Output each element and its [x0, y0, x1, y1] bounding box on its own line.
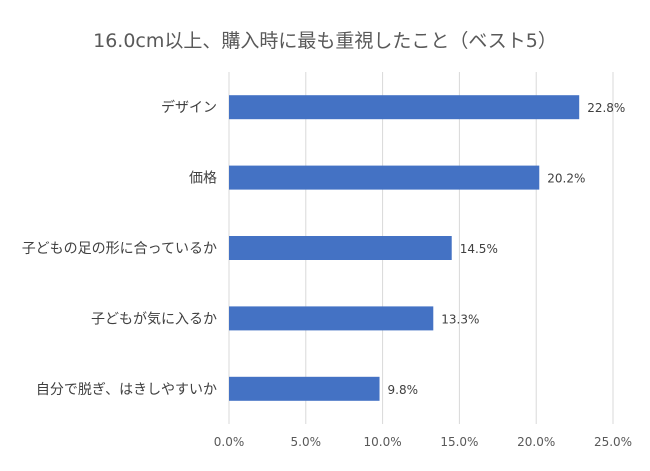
data-label: 13.3%: [441, 312, 479, 326]
category-label: デザイン: [161, 99, 217, 116]
x-tick-label: 25.0%: [594, 435, 632, 449]
bar: [229, 306, 434, 331]
bar: [229, 165, 540, 190]
data-label: 20.2%: [547, 172, 585, 186]
data-label: 9.8%: [388, 383, 419, 397]
category-label: 価格: [189, 171, 217, 187]
x-tick-label: 5.0%: [291, 435, 322, 449]
bar: [229, 236, 452, 260]
bar: [229, 95, 580, 120]
bar: [229, 376, 380, 401]
category-label: 子どもの足の形に合っているか: [22, 241, 217, 257]
chart-title: 16.0cm以上、購入時に最も重視したこと（ベスト5）: [93, 30, 557, 52]
data-label: 14.5%: [460, 242, 498, 256]
x-tick-label: 0.0%: [214, 435, 245, 449]
category-label: 自分で脱ぎ、はきしやすいか: [36, 382, 217, 398]
x-tick-label: 10.0%: [364, 435, 402, 449]
x-tick-label: 20.0%: [517, 435, 555, 449]
x-tick-label: 15.0%: [440, 435, 478, 449]
category-label: 子どもが気に入るか: [91, 311, 217, 327]
data-label: 22.8%: [587, 101, 625, 115]
